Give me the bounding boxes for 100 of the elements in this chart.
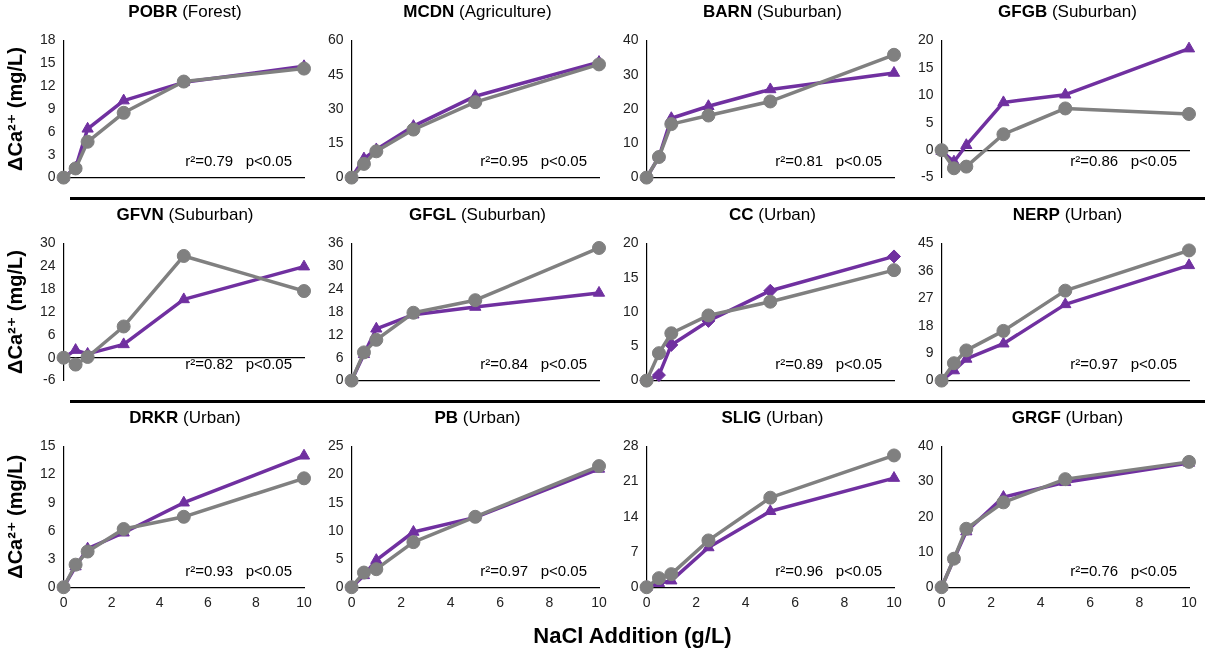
point bbox=[116, 105, 131, 120]
y-tick-label: 0 bbox=[335, 168, 344, 185]
point bbox=[592, 57, 606, 72]
point bbox=[651, 150, 666, 165]
y-tick-label: 12 bbox=[39, 465, 56, 482]
point bbox=[369, 144, 384, 159]
x-axis-title: NaCl Addition (g/L) bbox=[532, 622, 733, 650]
chart-title: BARN (Suburban) bbox=[702, 1, 843, 23]
y-tick-label: 0 bbox=[335, 371, 344, 388]
y-tick-label: 3 bbox=[47, 145, 56, 162]
y-tick-label: 20 bbox=[917, 31, 934, 48]
annotation: r²=0.93 p<0.05 bbox=[185, 561, 292, 579]
chart-title: SLIG (Urban) bbox=[720, 407, 825, 429]
chart-title: PB (Urban) bbox=[433, 407, 522, 429]
point bbox=[764, 504, 777, 516]
point bbox=[81, 121, 94, 133]
point bbox=[468, 95, 483, 110]
annotation: r²=0.82 p<0.05 bbox=[185, 355, 292, 373]
point bbox=[887, 471, 901, 482]
point bbox=[946, 161, 961, 176]
point bbox=[297, 61, 311, 76]
x-tick-label: 10 bbox=[886, 594, 902, 611]
annotation: r²=0.76 p<0.05 bbox=[1070, 561, 1177, 579]
point bbox=[763, 94, 778, 109]
x-tick-label: 2 bbox=[987, 594, 996, 611]
point bbox=[887, 47, 901, 62]
annotation: r²=0.81 p<0.05 bbox=[775, 152, 882, 170]
annotation: r²=0.79 p<0.05 bbox=[185, 152, 292, 170]
y-tick-label: 0 bbox=[335, 578, 344, 595]
point bbox=[887, 448, 901, 463]
y-axis-title: ΔCa²⁺ (mg/L) bbox=[3, 454, 26, 579]
y-tick-label: 9 bbox=[47, 493, 56, 510]
point bbox=[1182, 106, 1196, 121]
point bbox=[946, 356, 961, 371]
y-tick-label: 18 bbox=[39, 31, 56, 48]
point bbox=[117, 93, 130, 105]
point bbox=[369, 332, 384, 347]
y-tick-label: 15 bbox=[327, 493, 344, 510]
y-tick-label: 25 bbox=[327, 437, 344, 454]
point bbox=[80, 134, 95, 149]
x-tick-label: 4 bbox=[741, 594, 750, 611]
chart-title: GFVN (Suburban) bbox=[115, 204, 255, 226]
point bbox=[1182, 243, 1196, 258]
y-tick-label: 5 bbox=[335, 549, 344, 566]
y-tick-label: 10 bbox=[327, 521, 344, 538]
point bbox=[176, 248, 191, 263]
x-tick-label: 0 bbox=[347, 594, 356, 611]
point bbox=[997, 95, 1010, 107]
y-tick-label: 15 bbox=[327, 134, 344, 151]
point bbox=[344, 580, 359, 595]
x-tick-label: 8 bbox=[1135, 594, 1144, 611]
point bbox=[996, 323, 1011, 338]
point bbox=[887, 65, 901, 77]
y-tick-label: 45 bbox=[917, 234, 934, 251]
y-tick-label: 36 bbox=[327, 234, 344, 251]
y-tick-label: 28 bbox=[622, 437, 639, 454]
point bbox=[176, 509, 191, 524]
y-tick-label: 10 bbox=[917, 86, 934, 103]
x-tick-label: 2 bbox=[107, 594, 116, 611]
point bbox=[80, 544, 95, 559]
y-tick-label: 5 bbox=[925, 113, 934, 130]
point bbox=[997, 336, 1010, 348]
point bbox=[406, 535, 421, 550]
y-tick-label: 30 bbox=[39, 234, 56, 251]
y-tick-label: 20 bbox=[622, 234, 639, 251]
x-tick-label: 10 bbox=[591, 594, 607, 611]
y-tick-label: 0 bbox=[47, 578, 56, 595]
x-tick-label: 8 bbox=[545, 594, 554, 611]
point bbox=[297, 284, 311, 299]
point bbox=[117, 337, 130, 349]
y-tick-label: 12 bbox=[39, 76, 56, 93]
x-tick-label: 10 bbox=[1181, 594, 1197, 611]
x-tick-label: 0 bbox=[642, 594, 651, 611]
chart-title: POBR (Forest) bbox=[127, 1, 243, 23]
x-tick-label: 6 bbox=[791, 594, 800, 611]
y-tick-label: 36 bbox=[917, 261, 934, 278]
y-tick-label: 30 bbox=[622, 65, 639, 82]
y-tick-label: 3 bbox=[47, 549, 56, 566]
y-tick-label: 24 bbox=[327, 279, 344, 296]
y-tick-label: 24 bbox=[39, 257, 56, 274]
y-tick-label: 6 bbox=[47, 122, 56, 139]
y-axis-title: ΔCa²⁺ (mg/L) bbox=[3, 250, 26, 374]
y-tick-label: 9 bbox=[47, 99, 56, 116]
y-tick-label: 45 bbox=[327, 65, 344, 82]
y-tick-label: 40 bbox=[622, 31, 639, 48]
y-tick-label: 15 bbox=[917, 58, 934, 75]
point bbox=[80, 349, 95, 364]
point bbox=[68, 357, 83, 372]
x-tick-label: 0 bbox=[59, 594, 68, 611]
chart-title: NERP (Urban) bbox=[1011, 204, 1124, 226]
point bbox=[1059, 87, 1072, 99]
annotation: r²=0.86 p<0.05 bbox=[1070, 152, 1177, 170]
y-tick-label: 10 bbox=[622, 302, 639, 319]
point bbox=[702, 99, 715, 111]
chart-title: GRGF (Urban) bbox=[1010, 407, 1125, 429]
y-tick-label: 30 bbox=[327, 257, 344, 274]
annotation: r²=0.97 p<0.05 bbox=[1070, 355, 1177, 373]
point bbox=[996, 127, 1011, 142]
y-tick-label: 0 bbox=[47, 348, 56, 365]
chart-title: CC (Urban) bbox=[728, 204, 817, 226]
